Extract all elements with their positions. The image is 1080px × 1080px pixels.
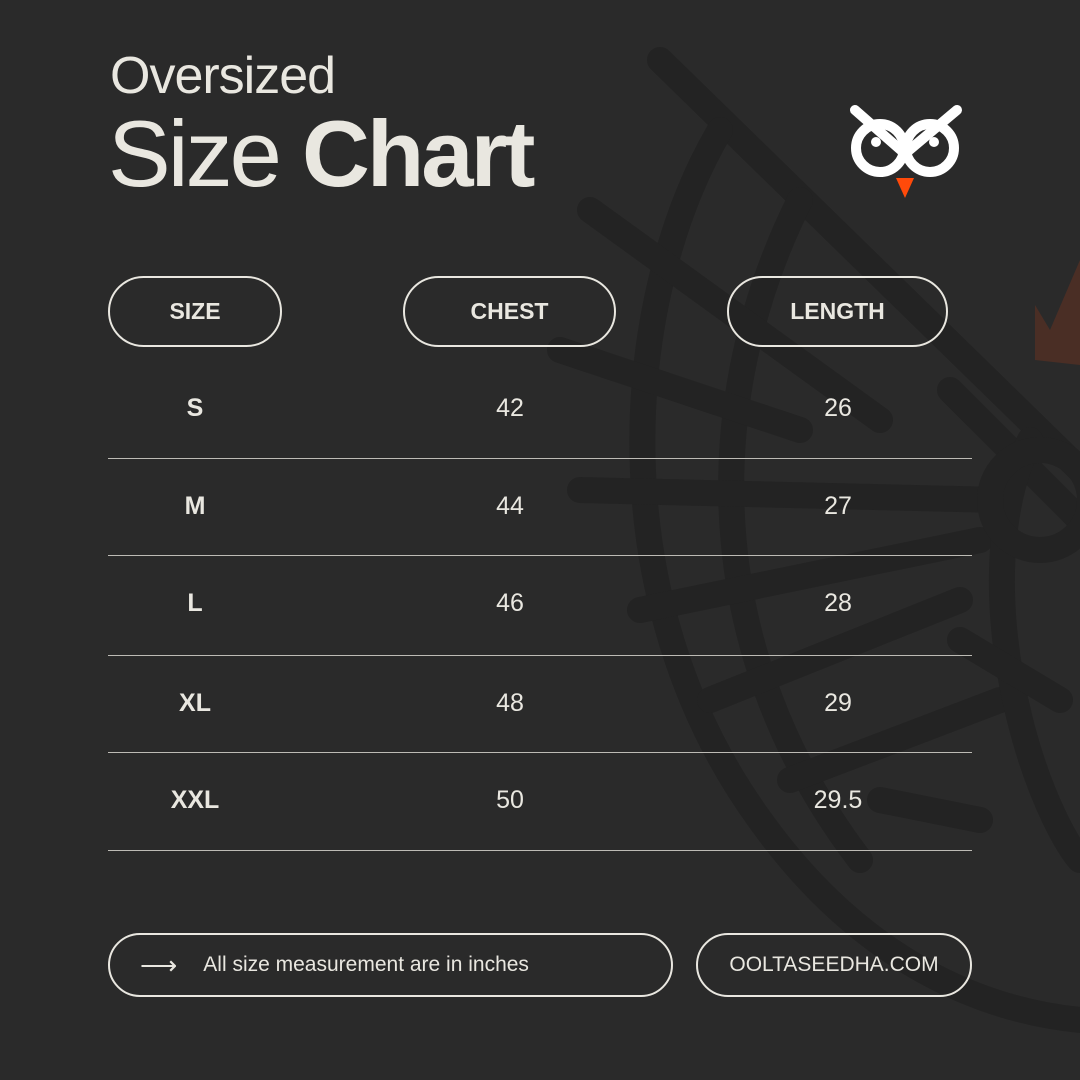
length-cell: 29: [824, 689, 852, 717]
header-chest: CHEST: [403, 276, 616, 347]
header-size: SIZE: [108, 276, 282, 347]
size-cell: L: [187, 589, 203, 617]
row-divider: [108, 555, 972, 556]
measurement-note: ⟶ All size measurement are in inches: [108, 933, 673, 997]
title-line1: Oversized: [110, 47, 336, 105]
title-light: Size: [108, 101, 282, 206]
title-bold: Chart: [301, 101, 535, 206]
chest-cell: 48: [496, 689, 524, 717]
size-cell: M: [184, 492, 206, 520]
chest-cell: 42: [496, 394, 524, 422]
size-cell: S: [186, 394, 204, 422]
owl-logo-icon: [850, 105, 962, 198]
note-text: All size measurement are in inches: [203, 953, 529, 976]
row-divider: [108, 458, 972, 459]
chest-cell: 46: [496, 589, 524, 617]
row-divider: [108, 752, 972, 753]
length-cell: 26: [824, 394, 852, 422]
row-divider: [108, 655, 972, 656]
chest-cell: 44: [496, 492, 524, 520]
length-cell: 28: [824, 589, 852, 617]
row-divider: [108, 850, 972, 851]
header-length: LENGTH: [727, 276, 948, 347]
length-cell: 27: [824, 492, 852, 520]
website-link[interactable]: OOLTASEEDHA.COM: [696, 933, 972, 997]
arrow-right-icon: ⟶: [140, 949, 178, 980]
size-cell: XL: [179, 689, 211, 717]
chest-cell: 50: [496, 786, 524, 814]
length-cell: 29.5: [813, 786, 863, 814]
page-title: Size Chart: [108, 101, 535, 206]
size-cell: XXL: [170, 786, 220, 814]
